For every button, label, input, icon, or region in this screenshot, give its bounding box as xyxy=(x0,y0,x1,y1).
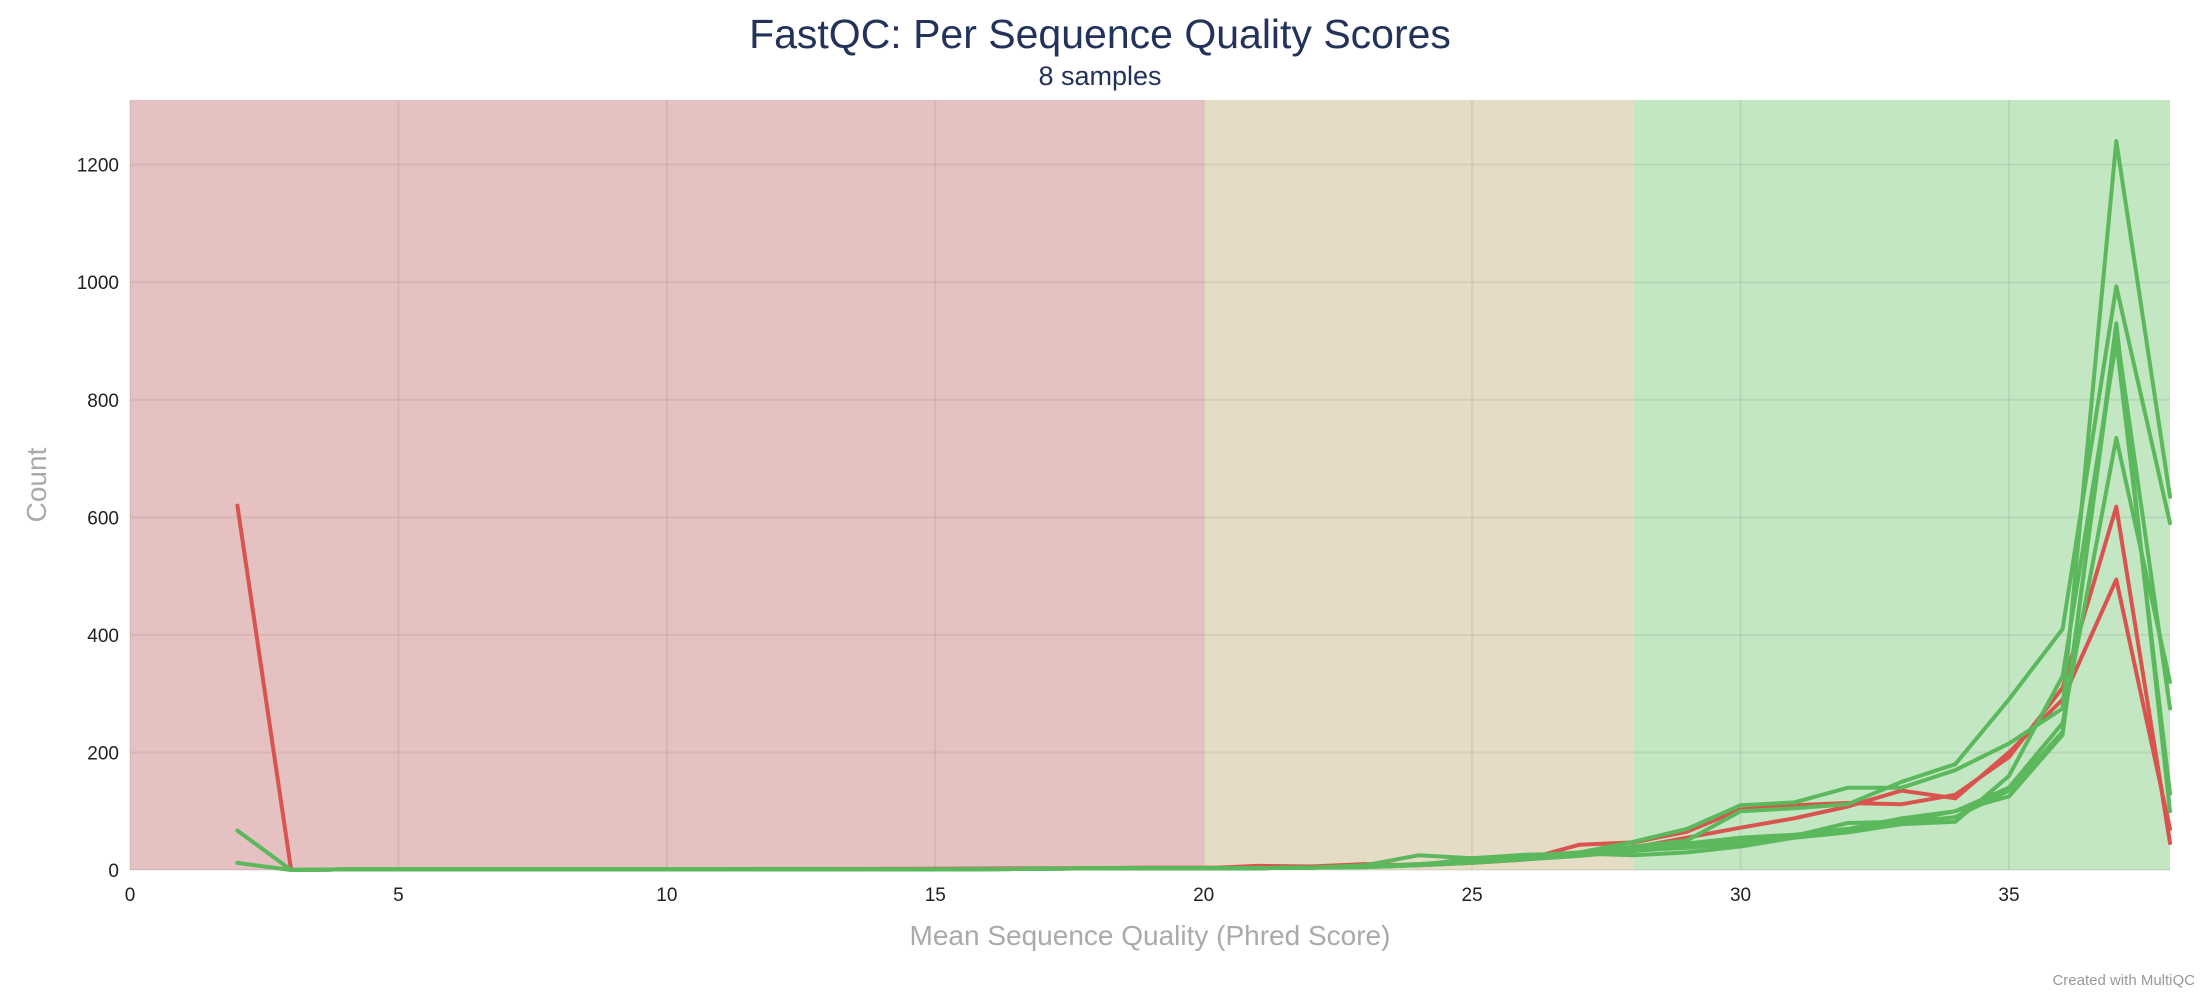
credit-text: Created with MultiQC xyxy=(2052,972,2195,989)
x-tick-label: 35 xyxy=(1998,885,2019,906)
y-tick-label: 200 xyxy=(87,743,119,764)
series-lines xyxy=(235,139,2172,872)
x-tick-label: 10 xyxy=(656,885,677,906)
chart-subtitle: 8 samples xyxy=(1038,61,1161,91)
y-tick-label: 800 xyxy=(87,391,119,412)
y-tick-label: 1000 xyxy=(77,273,119,294)
tick-labels: 0 5 10 15 20 25 30 35 0 200 400 600 800 1000 1200 xyxy=(77,156,2020,906)
y-tick-label: 1200 xyxy=(77,156,119,177)
y-tick-label: 400 xyxy=(87,626,119,647)
band-0 xyxy=(130,100,1204,870)
x-tick-label: 30 xyxy=(1730,885,1751,906)
x-tick-label: 5 xyxy=(393,885,404,906)
y-axis-label: Count xyxy=(21,447,52,522)
x-tick-label: 20 xyxy=(1193,885,1214,906)
x-axis-label: Mean Sequence Quality (Phred Score) xyxy=(910,920,1391,951)
x-tick-label: 15 xyxy=(925,885,946,906)
band-2 xyxy=(1633,100,2170,870)
y-tick-label: 0 xyxy=(108,861,119,882)
series-line-8 xyxy=(289,321,2172,872)
x-tick-label: 0 xyxy=(125,885,136,906)
x-tick-label: 25 xyxy=(1462,885,1483,906)
y-tick-label: 600 xyxy=(87,508,119,529)
chart-title: FastQC: Per Sequence Quality Scores xyxy=(749,11,1451,57)
band-1 xyxy=(1203,100,1634,870)
quality-bands xyxy=(130,100,2170,870)
